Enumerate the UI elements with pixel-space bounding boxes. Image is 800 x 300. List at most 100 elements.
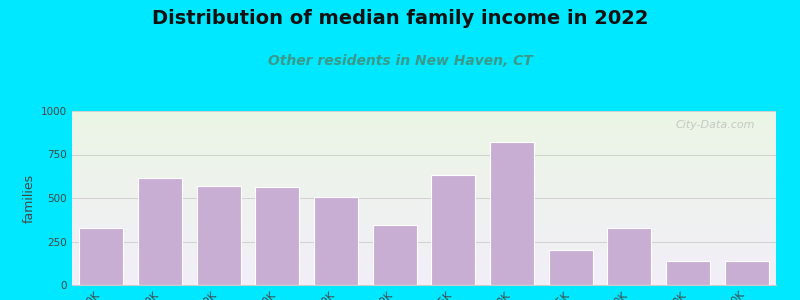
Bar [197, 186, 241, 285]
Bar [72, 214, 776, 215]
Bar [72, 134, 776, 135]
Bar [72, 182, 776, 184]
Bar [72, 191, 776, 193]
Bar [72, 235, 776, 236]
Bar [72, 262, 776, 264]
Bar [607, 229, 651, 285]
Bar [373, 225, 417, 285]
Bar [72, 130, 776, 132]
Bar [72, 132, 776, 134]
Bar [72, 217, 776, 219]
Bar [72, 179, 776, 181]
Bar [72, 177, 776, 179]
Bar [72, 255, 776, 257]
Bar [72, 156, 776, 158]
Bar [72, 254, 776, 255]
Bar [72, 194, 776, 196]
Bar [72, 142, 776, 144]
Bar [549, 250, 593, 285]
Bar [72, 115, 776, 116]
Bar [725, 261, 769, 285]
Bar [72, 118, 776, 120]
Bar [72, 231, 776, 233]
Bar [72, 261, 776, 262]
Bar [72, 176, 776, 177]
Bar [72, 226, 776, 228]
Text: City-Data.com: City-Data.com [675, 120, 755, 130]
Bar [490, 142, 534, 285]
Bar [72, 139, 776, 141]
Bar [72, 184, 776, 186]
Bar [72, 245, 776, 247]
Bar [431, 176, 475, 285]
Bar [72, 257, 776, 259]
Bar [72, 247, 776, 248]
Bar [72, 149, 776, 151]
Bar [72, 146, 776, 148]
Bar [72, 200, 776, 202]
Bar [72, 238, 776, 240]
Bar [72, 259, 776, 261]
Bar [72, 141, 776, 142]
Bar [72, 125, 776, 127]
Bar [72, 167, 776, 168]
Bar [72, 165, 776, 167]
Bar [72, 198, 776, 200]
Bar [72, 196, 776, 198]
Bar [72, 274, 776, 276]
Bar [72, 252, 776, 254]
Bar [72, 210, 776, 212]
Bar [72, 276, 776, 278]
Bar [72, 113, 776, 115]
Bar [79, 228, 123, 285]
Bar [255, 187, 299, 285]
Bar [72, 220, 776, 222]
Bar [72, 127, 776, 128]
Bar [72, 219, 776, 220]
Bar [72, 242, 776, 243]
Bar [72, 148, 776, 149]
Bar [72, 268, 776, 269]
Bar [72, 186, 776, 188]
Bar [72, 135, 776, 137]
Bar [72, 250, 776, 252]
Bar [72, 168, 776, 170]
Text: Distribution of median family income in 2022: Distribution of median family income in … [152, 9, 648, 28]
Bar [72, 203, 776, 205]
Bar [72, 281, 776, 283]
Bar [72, 205, 776, 207]
Bar [72, 158, 776, 160]
Bar [72, 283, 776, 285]
Bar [72, 229, 776, 231]
Bar [72, 233, 776, 235]
Bar [72, 163, 776, 165]
Bar [72, 224, 776, 226]
Bar [72, 120, 776, 122]
Bar [72, 222, 776, 224]
Text: Other residents in New Haven, CT: Other residents in New Haven, CT [268, 54, 532, 68]
Bar [72, 240, 776, 242]
Bar [72, 273, 776, 274]
Bar [72, 123, 776, 125]
Y-axis label: families: families [22, 173, 35, 223]
Bar [72, 172, 776, 174]
Bar [72, 170, 776, 172]
Bar [72, 202, 776, 203]
Bar [72, 111, 776, 113]
Bar [72, 280, 776, 281]
Bar [72, 278, 776, 280]
Bar [72, 269, 776, 271]
Bar [72, 128, 776, 130]
Bar [72, 161, 776, 163]
Bar [666, 261, 710, 285]
Bar [314, 197, 358, 285]
Bar [72, 207, 776, 208]
Bar [72, 271, 776, 273]
Bar [72, 248, 776, 250]
Bar [72, 122, 776, 123]
Bar [72, 243, 776, 245]
Bar [72, 193, 776, 194]
Bar [72, 144, 776, 146]
Bar [72, 151, 776, 153]
Bar [72, 228, 776, 229]
